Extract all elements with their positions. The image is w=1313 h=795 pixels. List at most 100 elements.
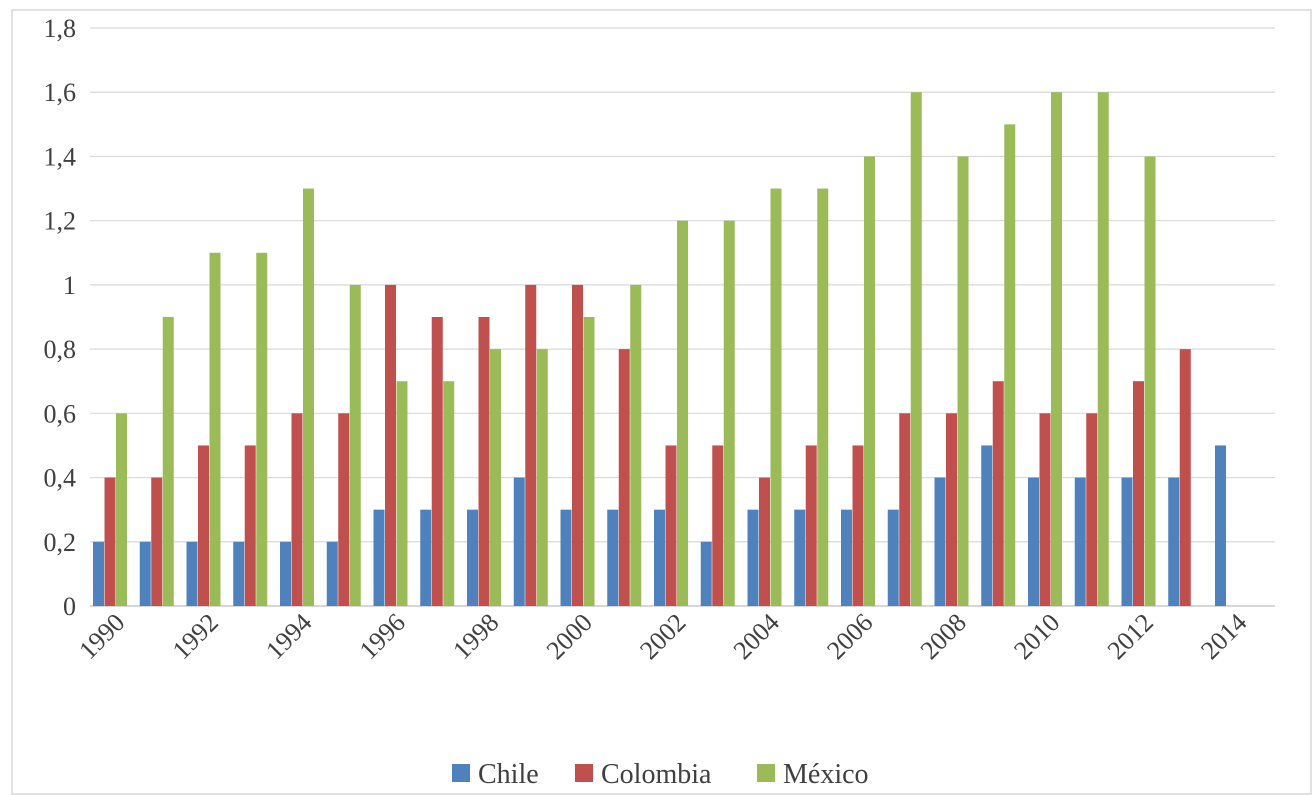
y-tick-label: 1,6 bbox=[44, 78, 77, 107]
bar-chile-1991 bbox=[139, 541, 151, 606]
bar-chile-2007 bbox=[887, 509, 899, 606]
bar-m-xico-2000 bbox=[583, 317, 595, 606]
bar-m-xico-2002 bbox=[677, 220, 688, 606]
bar-chile-2010 bbox=[1028, 477, 1039, 606]
x-tick-label: 2008 bbox=[915, 608, 972, 665]
bar-m-xico-1992 bbox=[209, 252, 221, 606]
bar-chile-1994 bbox=[280, 541, 291, 606]
y-tick-label: 0,4 bbox=[44, 464, 77, 493]
bar-m-xico-1990 bbox=[116, 413, 127, 606]
x-tick-label: 2000 bbox=[541, 608, 598, 665]
bar-colombia-2010 bbox=[1039, 413, 1051, 606]
x-tick-label: 1990 bbox=[73, 608, 130, 665]
bar-colombia-2013 bbox=[1179, 349, 1191, 606]
bar-chile-2004 bbox=[747, 509, 759, 606]
y-tick-label: 0,2 bbox=[44, 528, 77, 557]
bar-m-xico-2011 bbox=[1097, 92, 1109, 606]
bar-chile-1999 bbox=[513, 477, 525, 606]
bar-chile-1995 bbox=[326, 541, 338, 606]
bar-colombia-1997 bbox=[431, 317, 443, 606]
bar-chile-2012 bbox=[1121, 477, 1133, 606]
y-tick-label: 1,8 bbox=[44, 14, 77, 43]
bar-colombia-2009 bbox=[992, 381, 1004, 606]
bar-chile-2006 bbox=[841, 509, 852, 606]
bar-colombia-2001 bbox=[618, 349, 630, 606]
bar-colombia-2011 bbox=[1086, 413, 1098, 606]
bar-colombia-1990 bbox=[104, 477, 116, 606]
bar-colombia-2006 bbox=[852, 445, 864, 606]
chart-border bbox=[11, 9, 1312, 795]
bar-colombia-1998 bbox=[478, 317, 490, 606]
bar-colombia-1999 bbox=[525, 284, 537, 606]
bar-colombia-2003 bbox=[712, 445, 724, 606]
bar-colombia-2007 bbox=[899, 413, 911, 606]
x-tick-label: 2014 bbox=[1195, 608, 1252, 665]
x-tick-labels: 1990 1992 1994 1996 1998 2000 2002 2004 2006 2008… bbox=[73, 608, 1252, 665]
bar-chile-2001 bbox=[607, 509, 619, 606]
x-tick-label: 1994 bbox=[260, 608, 317, 665]
y-tick-label: 0 bbox=[63, 592, 76, 621]
y-tick-label: 1 bbox=[63, 271, 76, 300]
y-tick-label: 1,4 bbox=[44, 142, 77, 171]
bar-colombia-2005 bbox=[805, 445, 817, 606]
bar-colombia-1991 bbox=[151, 477, 163, 606]
bar-chile-2005 bbox=[794, 509, 806, 606]
bar-colombia-2002 bbox=[665, 445, 677, 606]
x-tick-label: 2004 bbox=[728, 608, 785, 665]
x-tick-label: 2012 bbox=[1102, 608, 1159, 665]
bar-colombia-1992 bbox=[198, 445, 209, 606]
bar-colombia-2008 bbox=[946, 413, 957, 606]
bar-chile-2014 bbox=[1215, 445, 1226, 606]
bar-colombia-2012 bbox=[1133, 381, 1144, 606]
bar-chile-2002 bbox=[654, 509, 665, 606]
bar-m-xico-1993 bbox=[256, 252, 268, 606]
bar-chile-1998 bbox=[467, 509, 478, 606]
bar-m-xico-2007 bbox=[910, 92, 922, 606]
bar-chile-1997 bbox=[420, 509, 432, 606]
bar-chile-1993 bbox=[233, 541, 245, 606]
bar-colombia-2004 bbox=[759, 477, 770, 606]
bar-m-xico-2010 bbox=[1051, 92, 1062, 606]
bar-chile-2008 bbox=[934, 477, 946, 606]
bar-m-xico-2009 bbox=[1004, 124, 1016, 606]
x-tick-label: 1998 bbox=[447, 608, 504, 665]
x-tick-label: 1996 bbox=[354, 608, 411, 665]
bar-chile-2013 bbox=[1168, 477, 1180, 606]
x-tick-label: 2010 bbox=[1008, 608, 1065, 665]
bar-m-xico-2005 bbox=[817, 188, 829, 607]
bar-colombia-1996 bbox=[385, 284, 396, 606]
bar-colombia-1995 bbox=[338, 413, 350, 606]
bar-m-xico-2003 bbox=[723, 220, 735, 606]
bar-m-xico-1999 bbox=[536, 349, 548, 606]
x-tick-label: 2006 bbox=[821, 608, 878, 665]
x-tick-label: 1992 bbox=[167, 608, 224, 665]
bar-m-xico-1998 bbox=[490, 349, 501, 606]
bar-chile-1992 bbox=[186, 541, 198, 606]
y-tick-label: 0,8 bbox=[44, 335, 77, 364]
legend: Chile Colombia México bbox=[452, 759, 869, 790]
legend-swatch-chile bbox=[452, 764, 470, 782]
legend-label-colombia: Colombia bbox=[601, 759, 712, 790]
bar-m-xico-1996 bbox=[396, 381, 408, 606]
bar-chile-2011 bbox=[1074, 477, 1086, 606]
y-tick-label: 1,2 bbox=[44, 207, 77, 236]
bar-chile-1990 bbox=[93, 541, 104, 606]
bar-m-xico-1997 bbox=[443, 381, 455, 606]
x-tick-label: 2002 bbox=[634, 608, 691, 665]
legend-swatch-colombia bbox=[575, 764, 593, 782]
bar-chile-2009 bbox=[981, 445, 993, 606]
bar-m-xico-2001 bbox=[630, 284, 642, 606]
bar-colombia-1993 bbox=[244, 445, 256, 606]
bar-m-xico-2008 bbox=[957, 156, 969, 606]
y-tick-label: 0,6 bbox=[44, 399, 77, 428]
bar-chile-2003 bbox=[700, 541, 712, 606]
bar-m-xico-2012 bbox=[1144, 156, 1156, 606]
bar-m-xico-2006 bbox=[864, 156, 875, 606]
bar-chile-1996 bbox=[373, 509, 385, 606]
bar-colombia-1994 bbox=[291, 413, 303, 606]
legend-label-chile: Chile bbox=[478, 759, 539, 790]
y-tick-labels: 0 0,2 0,4 0,6 0,8 1 1,2 1,4 1,6 1,8 bbox=[44, 14, 77, 621]
bar-colombia-2000 bbox=[572, 284, 583, 606]
